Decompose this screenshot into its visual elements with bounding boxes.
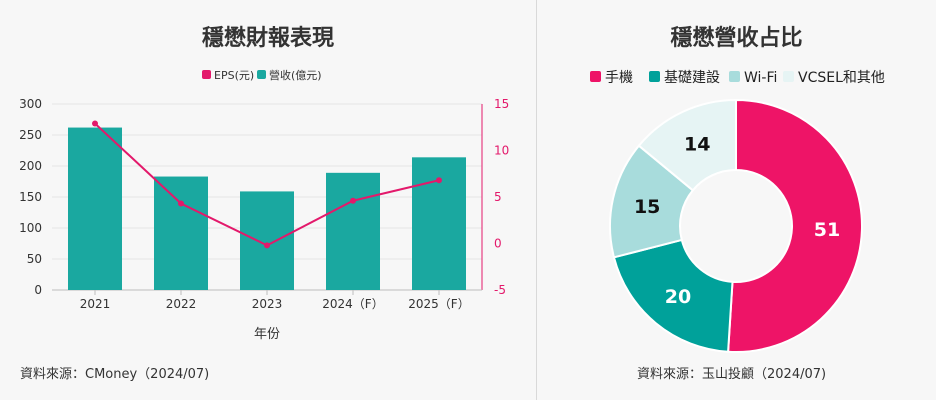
revenue-share-panel: 穩懋營收占比 手機 基礎建設 Wi-Fi VCSEL和其他 51 20 15 14 資料來源：… [537,0,936,400]
revenue-bar [326,172,380,290]
legend-label-1: 基礎建設 [664,69,720,86]
revenue-share-title: 穩懋營收占比 [670,26,803,51]
eps-point [92,120,98,127]
y-tick-label: 200 [19,159,42,173]
financial-chart-title: 穩懋財報表現 [201,26,334,51]
legend-label-0: EPS(元) [214,69,254,82]
legend-label-0: 手機 [605,70,633,86]
x-tick-label: 2021 [80,297,111,311]
revenue-bar [412,157,466,290]
x-axis-title: 年份 [254,327,280,342]
donut-slice-label: 14 [684,134,710,156]
eps-point [178,200,184,207]
combo-chart: EPS(元) 營收(億元) 0 50 100 150 200 250 300 -5 0 5 10 15 20… [19,68,509,342]
eps-point [264,242,270,249]
donut-slice [637,98,737,192]
x-tick-label: 2023 [252,297,283,311]
donut-slice-label: 20 [665,286,691,308]
revenue-bar [240,191,294,290]
financial-panel: 穩懋財報表現 EPS(元) 營收(億元) 0 50 100 150 200 250 300 -5 0… [19,26,510,382]
legend-swatch-0 [590,71,601,82]
y-tick-label: 250 [19,128,42,142]
revenue-bar [154,176,208,290]
y-tick-label: 100 [19,221,42,235]
eps-point [436,177,442,184]
y2-tick-label: 15 [494,97,509,111]
donut-legend: 手機 基礎建設 Wi-Fi VCSEL和其他 [590,69,885,86]
donut-slice [727,98,863,353]
revenue-bar [68,127,122,290]
financial-source: 資料來源：CMoney（2024/07) [20,367,210,382]
legend-swatch-2 [729,71,740,82]
legend-label-3: VCSEL和其他 [798,70,885,86]
legend-label-2: Wi-Fi [744,70,777,86]
donut-chart: 手機 基礎建設 Wi-Fi VCSEL和其他 51 20 15 14 [590,69,885,353]
legend-swatch-0 [202,70,211,79]
y2-tick-label: -5 [494,283,506,297]
legend-swatch-1 [649,71,660,82]
eps-point [350,197,356,204]
y2-tick-label: 5 [494,190,502,204]
revenue-share-source: 資料來源：玉山投顧（2024/07) [637,367,827,382]
x-tick-label: 2025（F） [408,297,469,311]
donut-slice-label: 51 [814,219,840,241]
y2-tick-label: 10 [494,144,509,158]
y-tick-label: 150 [19,190,42,204]
donut-slice-label: 15 [634,196,660,218]
legend-label-1: 營收(億元) [269,68,322,82]
y-tick-label: 0 [34,283,42,297]
y-tick-label: 50 [27,252,42,266]
y-tick-label: 300 [19,97,42,111]
x-tick-label: 2022 [166,297,197,311]
y2-tick-label: 0 [494,237,502,251]
panel-divider [536,0,537,400]
x-tick-label: 2024（F） [322,297,383,311]
legend-swatch-3 [783,71,794,82]
donut-slice [612,238,734,353]
chart-legend: EPS(元) 營收(億元) [202,68,322,82]
legend-swatch-1 [257,70,266,79]
